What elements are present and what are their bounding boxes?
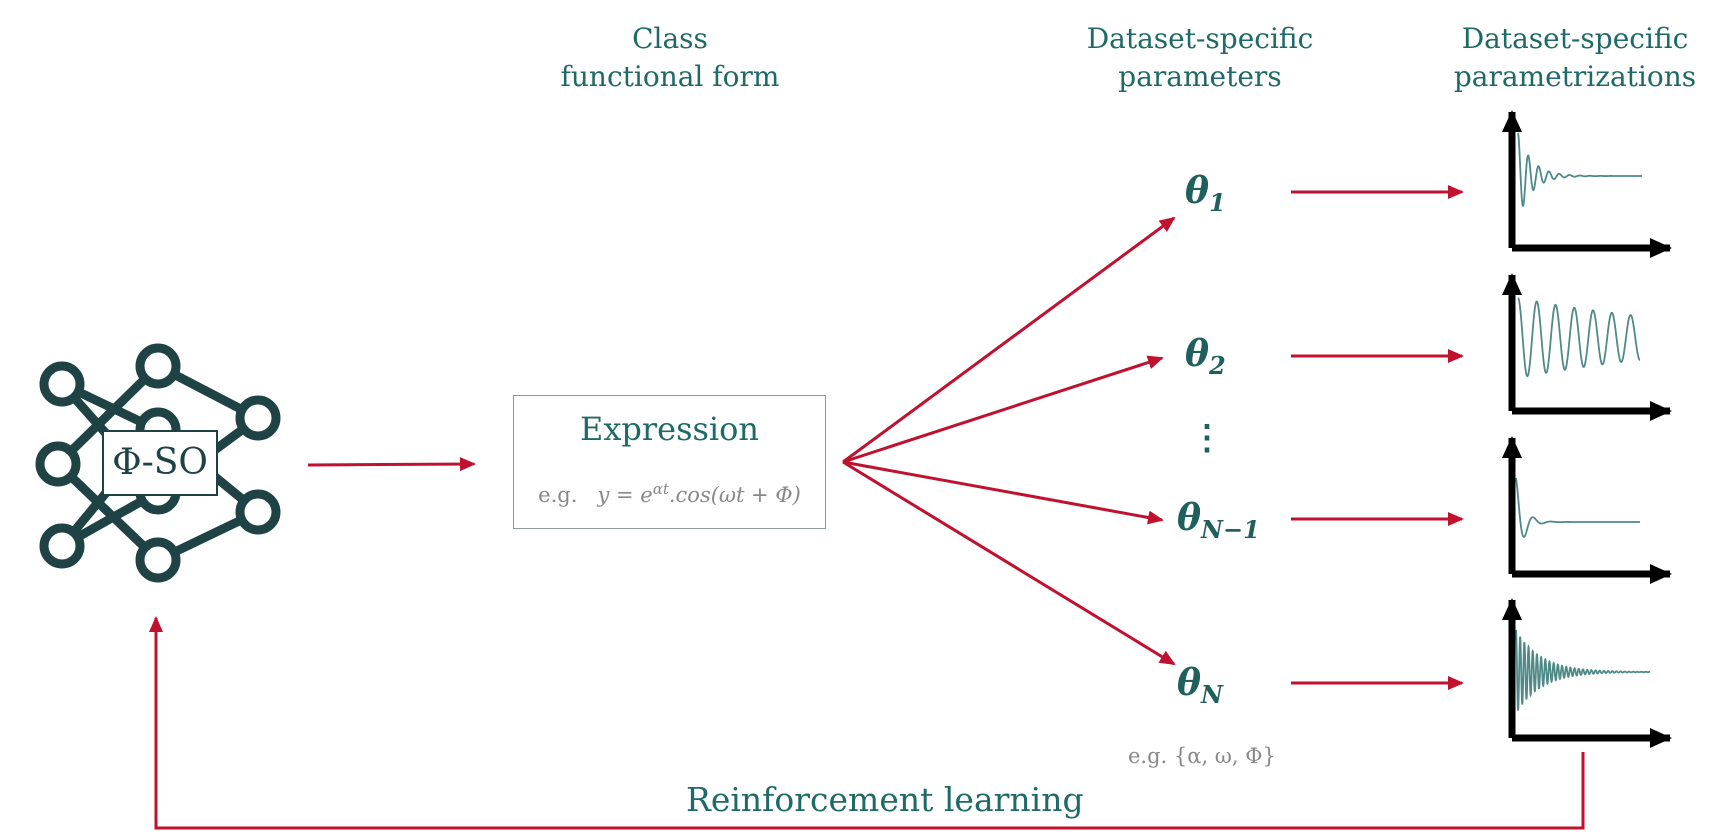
- network-edge: [54, 362, 162, 468]
- network-node: [35, 441, 81, 487]
- expression-title: Expression: [579, 410, 760, 448]
- plots: [1502, 110, 1672, 748]
- network-node: [39, 523, 85, 569]
- theta-1: θ1: [1185, 170, 1226, 217]
- plot-curve: [1515, 629, 1650, 711]
- equation-exponent: αt: [652, 480, 669, 498]
- header-params-line1: Dataset-specific: [1086, 22, 1314, 55]
- arrow-expression-to-theta2: [842, 355, 1164, 464]
- theta-1-subscript: 1: [1209, 188, 1226, 218]
- expression-box: Expression e.g. y = eαt.cos(ωt + Φ): [513, 395, 826, 529]
- plot-curve: [1517, 297, 1641, 378]
- network-node: [39, 361, 85, 407]
- plot-3: [1502, 436, 1672, 584]
- plot-4: [1502, 598, 1672, 748]
- fan-arrows: [842, 216, 1176, 666]
- theta-2-symbol: θ: [1185, 333, 1210, 375]
- header-class-form-line2: functional form: [560, 60, 780, 93]
- expression-example-prefix: e.g.: [538, 483, 578, 507]
- arrow-expression-to-theta1: [842, 216, 1176, 464]
- theta-N: θN: [1177, 662, 1223, 709]
- network-node: [235, 395, 281, 441]
- theta-N-1: θN−1: [1177, 497, 1260, 544]
- theta-2-subscript: 2: [1209, 351, 1226, 381]
- header-params: Dataset-specific parameters: [1070, 20, 1330, 96]
- theta-N-symbol: θ: [1177, 662, 1202, 704]
- header-class-form-line1: Class: [632, 22, 708, 55]
- network-label: Φ-SO: [102, 430, 218, 496]
- plot-2: [1502, 273, 1672, 421]
- plot-curve: [1517, 132, 1642, 208]
- header-params-line2: parameters: [1118, 60, 1282, 93]
- theta-plot-arrows: [1291, 185, 1464, 690]
- theta-N-subscript: N: [1201, 680, 1223, 710]
- network-edge: [54, 460, 162, 564]
- params-example: e.g. {α, ω, Φ}: [1128, 744, 1276, 768]
- plot-curve: [1515, 477, 1640, 538]
- header-class-form: Class functional form: [540, 20, 800, 96]
- feedback-arrow: [149, 616, 1585, 830]
- theta-N-1-symbol: θ: [1177, 497, 1202, 539]
- plot-1: [1502, 110, 1672, 258]
- network-node: [135, 537, 181, 583]
- network-node: [235, 489, 281, 535]
- header-parametrizations: Dataset-specific parametrizations: [1440, 20, 1710, 96]
- theta-2: θ2: [1185, 333, 1226, 380]
- theta-1-symbol: θ: [1185, 170, 1210, 212]
- expression-example: e.g. y = eαt.cos(ωt + Φ): [514, 480, 825, 507]
- network-node: [135, 343, 181, 389]
- theta-N-1-subscript: N−1: [1201, 515, 1260, 545]
- feedback-label: Reinforcement learning: [686, 780, 1084, 819]
- header-parametrizations-line2: parametrizations: [1453, 60, 1697, 93]
- header-parametrizations-line1: Dataset-specific: [1461, 22, 1689, 55]
- vertical-dots: ⋮: [1190, 418, 1224, 458]
- arrow-expression-to-thetaN: [842, 460, 1176, 666]
- arrow-expression-to-thetaN-1: [842, 460, 1164, 525]
- arrow-network-to-expression: [307, 457, 476, 472]
- expression-example-equation: y = eαt.cos(ωt + Φ): [597, 480, 801, 507]
